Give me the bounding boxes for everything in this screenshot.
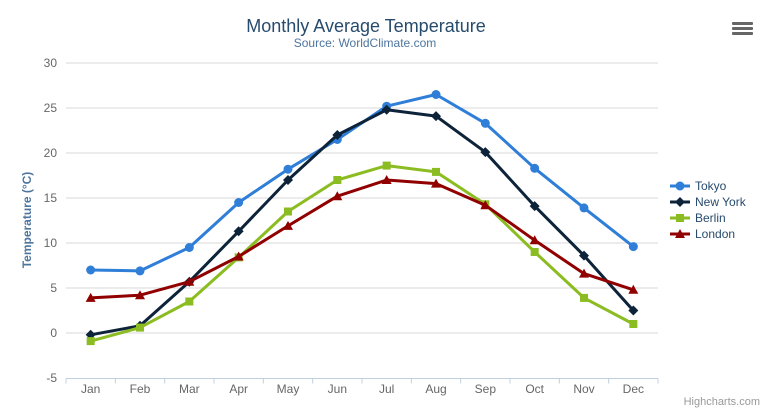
data-point-london[interactable] <box>233 251 244 261</box>
data-point-tokyo[interactable] <box>628 242 638 252</box>
legend-item-new-york[interactable]: New York <box>670 195 747 209</box>
data-point-berlin[interactable] <box>629 320 638 328</box>
legend-marker-tokyo <box>675 181 685 191</box>
data-point-tokyo[interactable] <box>530 163 540 173</box>
data-point-london[interactable] <box>431 178 441 188</box>
data-point-new-york[interactable] <box>332 130 343 140</box>
data-point-new-york[interactable] <box>529 201 540 212</box>
data-point-london[interactable] <box>135 290 145 300</box>
data-point-berlin[interactable] <box>580 293 588 302</box>
legend-item-berlin[interactable]: Berlin <box>670 211 726 225</box>
hamburger-menu-icon[interactable] <box>732 22 753 35</box>
legend-marker-berlin <box>676 214 684 222</box>
x-axis-tick-label: May <box>277 382 300 396</box>
series-line-new-york <box>89 108 635 337</box>
data-point-london[interactable] <box>85 292 96 302</box>
y-axis-tick-label: -5 <box>46 371 57 385</box>
series-london[interactable] <box>85 175 639 302</box>
data-point-tokyo[interactable] <box>480 118 490 128</box>
data-point-berlin[interactable] <box>382 161 391 170</box>
legend-label-new-york[interactable]: New York <box>695 195 747 209</box>
legend-label-berlin[interactable]: Berlin <box>695 211 726 225</box>
data-point-new-york[interactable] <box>480 147 491 158</box>
data-point-berlin[interactable] <box>136 323 144 332</box>
series-group <box>85 90 639 346</box>
data-point-tokyo[interactable] <box>431 90 441 99</box>
data-point-tokyo[interactable] <box>283 164 293 174</box>
axes: -5 0 5 10 15 20 25 30 Jan Feb Mar Apr May Jun Jul Aug Se… <box>44 56 659 396</box>
data-point-tokyo[interactable] <box>234 198 244 207</box>
data-point-london[interactable] <box>184 276 195 286</box>
data-point-new-york[interactable] <box>579 250 589 261</box>
data-point-new-york[interactable] <box>233 226 244 237</box>
hamburger-bar <box>732 32 753 35</box>
legend-marker-new-york <box>675 197 685 207</box>
y-axis-title: Temperature (°C) <box>20 172 34 269</box>
data-point-berlin[interactable] <box>432 167 440 176</box>
y-axis-tick-label: 0 <box>50 326 57 340</box>
data-point-london[interactable] <box>480 200 491 210</box>
x-axis-tick-label: Jan <box>81 382 100 396</box>
data-point-tokyo[interactable] <box>579 203 589 213</box>
y-axis-tick-label: 20 <box>44 146 58 160</box>
series-line-berlin <box>89 164 635 343</box>
x-axis-tick-label: Dec <box>623 382 644 396</box>
series-tokyo[interactable] <box>86 90 638 276</box>
data-point-london[interactable] <box>579 268 589 278</box>
hamburger-bar <box>732 27 753 30</box>
legend-label-tokyo[interactable]: Tokyo <box>695 179 727 193</box>
data-point-berlin[interactable] <box>530 248 539 256</box>
y-axis-tick-label: 25 <box>44 101 58 115</box>
data-point-tokyo[interactable] <box>184 243 194 252</box>
y-axis-tick-label: 15 <box>44 191 58 205</box>
legend-item-london[interactable]: London <box>670 227 735 241</box>
data-point-berlin[interactable] <box>333 176 342 184</box>
x-axis-tick-label: Mar <box>179 382 200 396</box>
y-axis-tick-label: 5 <box>50 281 57 295</box>
chart-subtitle: Source: WorldClimate.com <box>294 36 437 50</box>
x-axis-tick-label: Oct <box>525 382 544 396</box>
data-point-new-york[interactable] <box>283 175 293 185</box>
data-point-berlin[interactable] <box>86 337 95 346</box>
legend-marker-london <box>675 229 685 238</box>
series-new-york[interactable] <box>85 104 639 340</box>
data-point-london[interactable] <box>381 175 392 184</box>
data-point-berlin[interactable] <box>185 297 194 306</box>
data-point-berlin[interactable] <box>284 207 292 216</box>
series-line-london <box>89 178 635 300</box>
data-point-tokyo[interactable] <box>86 265 96 275</box>
x-axis-tick-label: Jun <box>328 382 347 396</box>
x-axis-tick-label: Nov <box>573 382 594 396</box>
chart-title: Monthly Average Temperature <box>246 16 485 36</box>
data-point-new-york[interactable] <box>381 104 392 115</box>
data-point-new-york[interactable] <box>431 111 441 122</box>
x-axis-tick-label: Sep <box>475 382 497 396</box>
x-axis-tick-label: Aug <box>425 382 446 396</box>
data-point-new-york[interactable] <box>628 305 639 316</box>
x-axis-tick-label: Feb <box>130 382 151 396</box>
hamburger-bar <box>732 22 753 25</box>
legend-item-tokyo[interactable]: Tokyo <box>670 179 727 193</box>
legend-label-london[interactable]: London <box>695 227 735 241</box>
y-axis-tick-label: 30 <box>44 56 58 70</box>
data-point-london[interactable] <box>283 220 293 230</box>
x-axis-tick-label: Jul <box>379 382 394 396</box>
x-axis-tick-label: Apr <box>229 382 248 396</box>
credits-link[interactable]: Highcharts.com <box>684 396 760 408</box>
legend: Tokyo New York Berlin London <box>670 179 747 241</box>
data-point-london[interactable] <box>628 284 639 294</box>
y-axis-tick-label: 10 <box>44 236 58 250</box>
data-point-london[interactable] <box>332 191 343 201</box>
data-point-tokyo[interactable] <box>135 266 145 276</box>
data-point-london[interactable] <box>529 235 540 245</box>
